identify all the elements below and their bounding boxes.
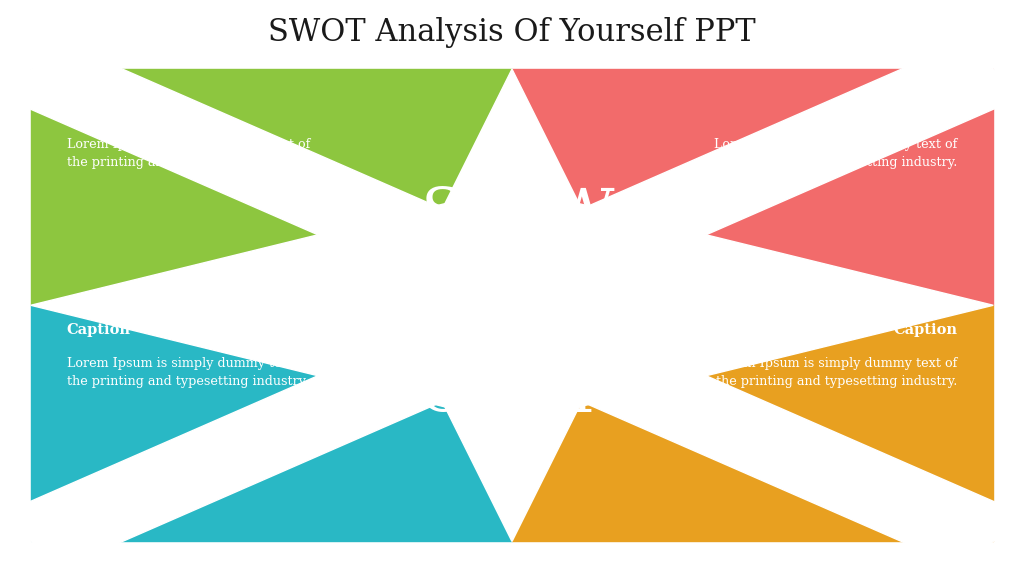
- Text: Caption: Caption: [67, 323, 131, 336]
- Bar: [31, 305, 512, 541]
- Polygon shape: [0, 44, 605, 330]
- Bar: [512, 305, 993, 541]
- Text: Lorem Ipsum is simply dummy text of
the printing and typesetting industry.: Lorem Ipsum is simply dummy text of the …: [67, 138, 310, 169]
- Polygon shape: [31, 187, 512, 423]
- Bar: [512, 69, 993, 305]
- Text: T: T: [560, 364, 603, 425]
- Text: W: W: [549, 185, 614, 247]
- Polygon shape: [435, 98, 589, 513]
- Text: Caption: Caption: [893, 323, 957, 336]
- Polygon shape: [512, 187, 993, 423]
- Text: O: O: [416, 364, 469, 425]
- Polygon shape: [419, 281, 1024, 566]
- Polygon shape: [394, 305, 630, 541]
- Text: S: S: [421, 185, 464, 247]
- Text: Lorem Ipsum is simply dummy text of
the printing and typesetting industry.: Lorem Ipsum is simply dummy text of the …: [714, 138, 957, 169]
- Polygon shape: [419, 44, 1024, 330]
- Polygon shape: [0, 281, 605, 566]
- Text: Caption: Caption: [893, 104, 957, 118]
- Polygon shape: [394, 69, 630, 305]
- Text: SWOT Analysis Of Yourself PPT: SWOT Analysis Of Yourself PPT: [268, 17, 756, 48]
- Text: Lorem Ipsum is simply dummy text of
the printing and typesetting industry.: Lorem Ipsum is simply dummy text of the …: [67, 357, 310, 388]
- Text: Caption: Caption: [67, 104, 131, 118]
- Text: Lorem Ipsum is simply dummy text of
the printing and typesetting industry.: Lorem Ipsum is simply dummy text of the …: [714, 357, 957, 388]
- Bar: [31, 69, 512, 305]
